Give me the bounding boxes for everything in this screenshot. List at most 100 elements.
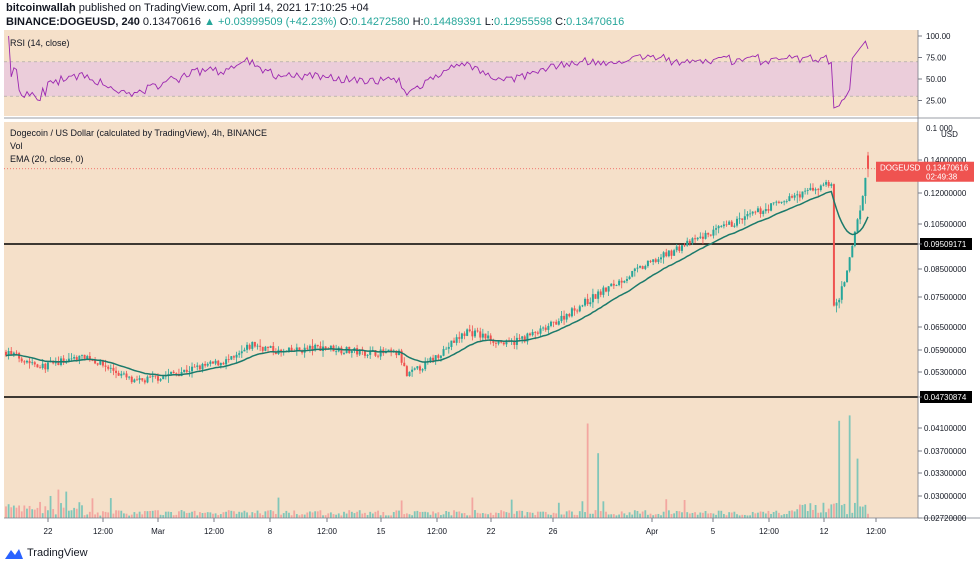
candle-body[interactable] bbox=[518, 337, 521, 339]
candle-body[interactable] bbox=[864, 177, 867, 197]
candle-body[interactable] bbox=[665, 252, 668, 257]
candle-body[interactable] bbox=[712, 229, 715, 236]
candle-body[interactable] bbox=[206, 363, 209, 366]
candle-body[interactable] bbox=[798, 194, 801, 198]
candle-body[interactable] bbox=[623, 280, 626, 283]
candle-body[interactable] bbox=[822, 184, 825, 186]
candle-body[interactable] bbox=[298, 347, 301, 351]
candle-body[interactable] bbox=[468, 329, 471, 332]
candle-body[interactable] bbox=[86, 356, 89, 359]
candle-body[interactable] bbox=[130, 376, 133, 383]
candle-body[interactable] bbox=[521, 336, 524, 339]
candle-body[interactable] bbox=[620, 280, 623, 283]
candle-body[interactable] bbox=[777, 201, 780, 203]
candle-body[interactable] bbox=[827, 182, 830, 186]
candle-body[interactable] bbox=[830, 184, 833, 186]
candle-body[interactable] bbox=[770, 203, 773, 211]
candle-body[interactable] bbox=[342, 353, 345, 354]
candle-body[interactable] bbox=[31, 362, 34, 364]
candle-body[interactable] bbox=[340, 347, 343, 354]
candle-body[interactable] bbox=[287, 347, 290, 351]
candle-body[interactable] bbox=[602, 287, 605, 295]
candle-body[interactable] bbox=[696, 237, 699, 240]
candle-body[interactable] bbox=[691, 238, 694, 244]
candle-body[interactable] bbox=[840, 286, 843, 300]
candle-body[interactable] bbox=[547, 325, 550, 330]
candle-body[interactable] bbox=[801, 191, 804, 198]
candle-body[interactable] bbox=[814, 189, 817, 191]
candle-body[interactable] bbox=[10, 350, 13, 355]
candle-body[interactable] bbox=[861, 196, 864, 211]
candle-body[interactable] bbox=[240, 351, 243, 354]
candle-body[interactable] bbox=[201, 363, 204, 370]
rsi-pane[interactable] bbox=[4, 35, 918, 109]
candle-body[interactable] bbox=[597, 291, 600, 299]
candle-body[interactable] bbox=[23, 361, 26, 363]
candle-body[interactable] bbox=[709, 234, 712, 236]
candle-body[interactable] bbox=[439, 355, 442, 358]
candle-body[interactable] bbox=[125, 373, 128, 378]
candle-body[interactable] bbox=[526, 333, 529, 342]
candle-body[interactable] bbox=[379, 349, 382, 357]
candle-body[interactable] bbox=[214, 360, 217, 364]
candle-body[interactable] bbox=[743, 216, 746, 220]
candle-body[interactable] bbox=[756, 208, 759, 213]
candle-body[interactable] bbox=[704, 232, 707, 239]
candle-body[interactable] bbox=[610, 283, 613, 287]
candle-body[interactable] bbox=[670, 250, 673, 256]
candle-body[interactable] bbox=[460, 333, 463, 339]
candle-body[interactable] bbox=[33, 362, 36, 365]
candle-body[interactable] bbox=[101, 360, 104, 366]
candle-body[interactable] bbox=[660, 257, 663, 260]
candle-body[interactable] bbox=[867, 155, 869, 169]
candle-body[interactable] bbox=[264, 346, 267, 351]
candle-body[interactable] bbox=[41, 363, 44, 368]
candle-body[interactable] bbox=[599, 291, 602, 295]
candle-body[interactable] bbox=[188, 371, 191, 373]
candle-body[interactable] bbox=[398, 350, 401, 356]
candle-body[interactable] bbox=[811, 187, 814, 191]
candle-body[interactable] bbox=[764, 209, 767, 212]
candle-body[interactable] bbox=[366, 354, 369, 356]
candle-body[interactable] bbox=[88, 356, 91, 361]
candle-body[interactable] bbox=[185, 369, 188, 372]
candle-body[interactable] bbox=[447, 346, 450, 349]
candle-body[interactable] bbox=[91, 360, 94, 361]
candle-body[interactable] bbox=[442, 349, 445, 356]
candle-body[interactable] bbox=[555, 321, 558, 325]
candle-body[interactable] bbox=[319, 346, 322, 351]
candle-body[interactable] bbox=[211, 361, 214, 364]
candle-body[interactable] bbox=[424, 361, 427, 370]
candle-body[interactable] bbox=[411, 369, 414, 372]
candle-body[interactable] bbox=[358, 349, 361, 355]
candle-body[interactable] bbox=[476, 330, 479, 332]
candle-body[interactable] bbox=[141, 378, 144, 381]
candle-body[interactable] bbox=[859, 210, 862, 220]
candle-body[interactable] bbox=[238, 353, 241, 355]
candle-body[interactable] bbox=[733, 225, 736, 227]
candle-body[interactable] bbox=[311, 345, 314, 351]
candle-body[interactable] bbox=[251, 341, 254, 349]
candle-body[interactable] bbox=[138, 378, 141, 380]
candle-body[interactable] bbox=[445, 348, 448, 350]
candle-body[interactable] bbox=[644, 266, 647, 269]
candle-body[interactable] bbox=[751, 211, 754, 214]
candle-body[interactable] bbox=[154, 375, 157, 377]
candle-body[interactable] bbox=[316, 344, 319, 347]
candle-body[interactable] bbox=[70, 358, 73, 360]
candle-body[interactable] bbox=[529, 333, 532, 336]
candle-body[interactable] bbox=[688, 240, 691, 244]
candle-body[interactable] bbox=[683, 245, 686, 247]
candle-body[interactable] bbox=[196, 365, 199, 367]
candle-body[interactable] bbox=[36, 364, 39, 368]
candle-body[interactable] bbox=[557, 321, 560, 325]
candle-body[interactable] bbox=[505, 340, 508, 345]
candle-body[interactable] bbox=[707, 232, 710, 235]
candle-body[interactable] bbox=[717, 226, 720, 229]
candle-body[interactable] bbox=[143, 380, 146, 383]
candle-body[interactable] bbox=[654, 259, 657, 262]
candle-body[interactable] bbox=[489, 335, 492, 341]
candle-body[interactable] bbox=[52, 361, 55, 364]
candle-body[interactable] bbox=[471, 331, 474, 337]
candle-body[interactable] bbox=[133, 379, 136, 383]
